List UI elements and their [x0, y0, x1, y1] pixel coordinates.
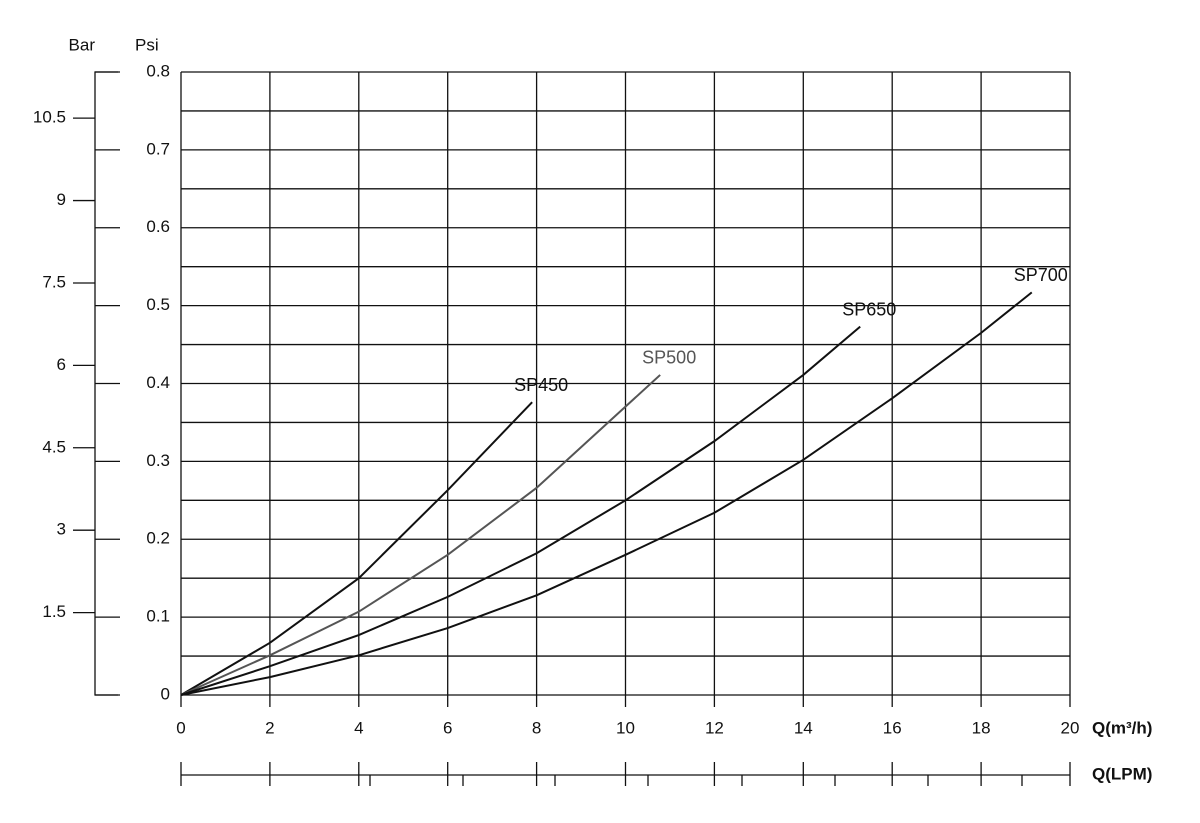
- y2-tick-label: 3: [57, 520, 66, 539]
- series-line: [180, 291, 1033, 696]
- y-tick-label: 0.8: [146, 61, 170, 80]
- x-tick-label: 18: [972, 718, 991, 737]
- y2-tick-label: 9: [57, 190, 66, 209]
- series-label: SP450: [514, 375, 568, 395]
- y-tick-label: 0.1: [146, 607, 170, 626]
- y-axis-label: Psi: [135, 35, 159, 54]
- x-tick-label: 8: [532, 718, 541, 737]
- x-tick-label: 16: [883, 718, 902, 737]
- y2-tick-label: 1.5: [42, 602, 66, 621]
- y-tick-label: 0.5: [146, 295, 170, 314]
- x-tick-label: 12: [705, 718, 724, 737]
- y-tick-label: 0.4: [146, 373, 170, 392]
- series-line: [180, 374, 661, 696]
- y2-tick-label: 6: [57, 355, 66, 374]
- y-tick-label: 0.7: [146, 139, 170, 158]
- y2-tick-label: 4.5: [42, 437, 66, 456]
- x-tick-label: 2: [265, 718, 274, 737]
- series-line: [180, 401, 533, 696]
- x-axis-label: Q(m³/h): [1092, 718, 1152, 737]
- y-tick-label: 0.2: [146, 529, 170, 548]
- y-tick-label: 0.3: [146, 451, 170, 470]
- x-tick-label: 10: [616, 718, 635, 737]
- x-tick-label: 0: [176, 718, 185, 737]
- series-label: SP500: [642, 348, 696, 368]
- y-tick-label: 0: [161, 684, 170, 703]
- x2-axis-label: Q(LPM): [1092, 764, 1152, 783]
- x-tick-label: 14: [794, 718, 813, 737]
- y-tick-label: 0.6: [146, 217, 170, 236]
- y2-axis-label: Bar: [69, 35, 96, 54]
- y2-tick-label: 10.5: [33, 108, 66, 127]
- y2-tick-label: 7.5: [42, 272, 66, 291]
- x-tick-label: 6: [443, 718, 452, 737]
- series-label: SP700: [1014, 265, 1068, 285]
- lpm-axis-minor-ticks: [369, 775, 1023, 786]
- x-tick-label: 4: [354, 718, 363, 737]
- x-tick-label: 20: [1061, 718, 1080, 737]
- series-line: [180, 325, 861, 696]
- series-label: SP650: [842, 299, 896, 319]
